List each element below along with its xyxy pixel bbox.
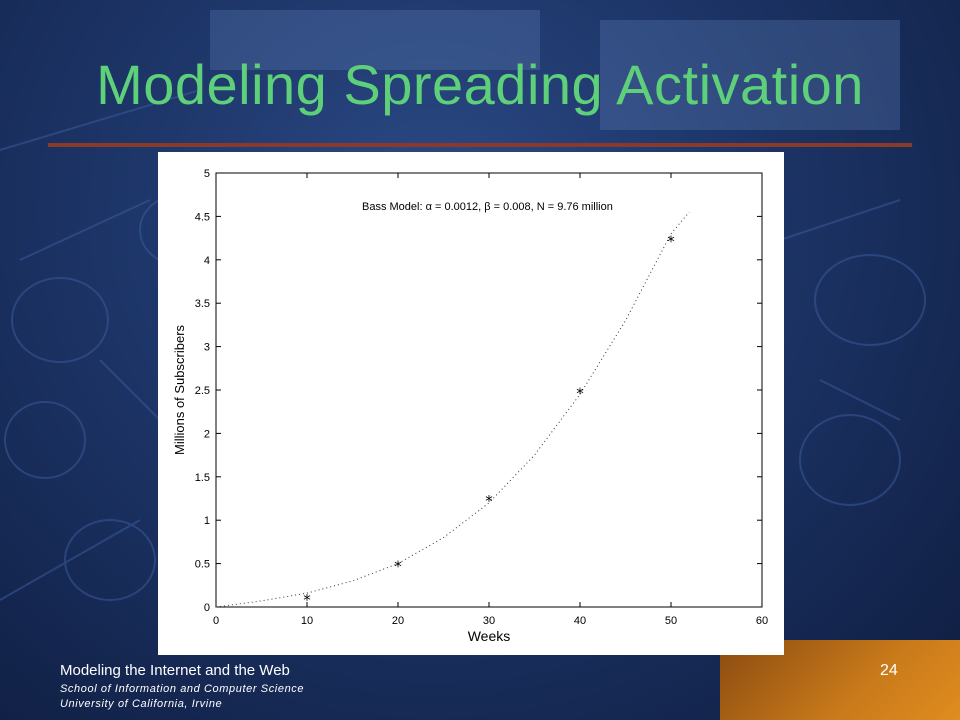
title-divider bbox=[48, 143, 912, 147]
page-number: 24 bbox=[880, 662, 898, 679]
x-tick-label: 10 bbox=[301, 615, 313, 627]
footer-course-title: Modeling the Internet and the Web bbox=[60, 662, 290, 679]
y-tick-label: 1.5 bbox=[195, 472, 210, 484]
chart-annotation: Bass Model: α = 0.0012, β = 0.008, N = 9… bbox=[362, 201, 613, 213]
y-tick-label: 1 bbox=[204, 515, 210, 527]
y-tick-label: 3.5 bbox=[195, 298, 210, 310]
data-point-marker: * bbox=[303, 591, 311, 609]
x-axis-label: Weeks bbox=[468, 628, 511, 644]
y-tick-label: 0.5 bbox=[195, 559, 210, 571]
x-tick-label: 50 bbox=[665, 615, 677, 627]
data-point-marker: * bbox=[394, 557, 402, 575]
y-tick-label: 0 bbox=[204, 602, 210, 614]
bass-model-chart: Bass Model: α = 0.0012, β = 0.008, N = 9… bbox=[172, 168, 768, 644]
x-tick-label: 0 bbox=[213, 615, 219, 627]
x-tick-label: 20 bbox=[392, 615, 404, 627]
y-tick-label: 4 bbox=[204, 255, 210, 267]
data-point-marker: * bbox=[485, 492, 493, 510]
x-tick-label: 60 bbox=[756, 615, 768, 627]
data-point-marker: * bbox=[667, 233, 675, 251]
y-tick-label: 5 bbox=[204, 168, 210, 180]
data-point-marker: * bbox=[576, 385, 584, 403]
y-tick-label: 3 bbox=[204, 342, 210, 354]
footer-university: University of California, Irvine bbox=[60, 698, 223, 710]
y-tick-label: 2.5 bbox=[195, 385, 210, 397]
chart-panel: Bass Model: α = 0.0012, β = 0.008, N = 9… bbox=[158, 152, 784, 655]
x-tick-label: 30 bbox=[483, 615, 495, 627]
footer-school: School of Information and Computer Scien… bbox=[60, 683, 305, 695]
x-tick-label: 40 bbox=[574, 615, 586, 627]
y-axis-label: Millions of Subscribers bbox=[172, 324, 187, 455]
y-tick-label: 2 bbox=[204, 428, 210, 440]
y-tick-label: 4.5 bbox=[195, 211, 210, 223]
bass-model-curve bbox=[215, 211, 690, 608]
plot-frame bbox=[215, 172, 763, 608]
slide-title: Modeling Spreading Activation bbox=[96, 53, 864, 116]
